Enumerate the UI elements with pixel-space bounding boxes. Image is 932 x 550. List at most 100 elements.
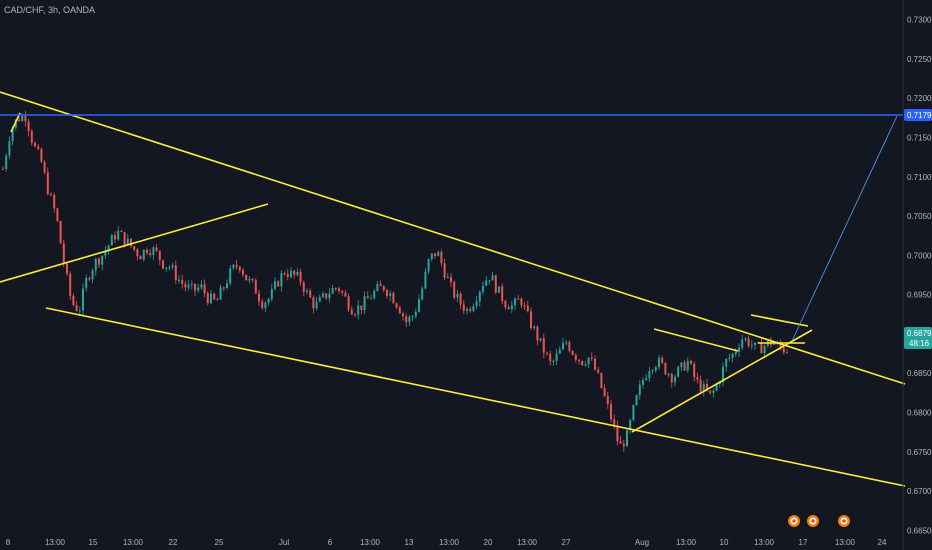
candle-body: [606, 395, 609, 404]
candle-body: [152, 247, 155, 256]
candle-body: [786, 352, 788, 354]
candle-body: [226, 283, 228, 289]
time-tick-label: 27: [562, 538, 571, 547]
candle-body: [78, 310, 81, 312]
candle-body: [478, 291, 481, 302]
time-tick-label: Jul: [279, 538, 289, 547]
candle-body: [306, 290, 308, 292]
candle-body: [747, 338, 750, 346]
candle-body: [613, 419, 616, 426]
candle-body: [702, 384, 705, 392]
candle-body: [405, 316, 408, 323]
candle-body: [219, 287, 222, 300]
time-tick-label: 13:00: [676, 538, 697, 547]
candle-body: [485, 280, 488, 286]
candle-body: [101, 255, 104, 265]
candle-body: [421, 288, 424, 300]
candle-body: [43, 161, 46, 173]
time-tick-label: 17: [799, 538, 808, 547]
candle-body: [661, 357, 664, 363]
candle-body: [85, 277, 88, 289]
candle-body: [712, 390, 715, 393]
candle-body: [507, 307, 510, 310]
time-tick-label: Aug: [635, 538, 649, 547]
august-falling-resistance-line: [653, 328, 739, 352]
candle-body: [24, 115, 27, 122]
candle-body: [610, 403, 612, 420]
candle-body: [56, 208, 59, 222]
candle-body: [587, 357, 590, 365]
candle-body: [366, 296, 369, 299]
candle-body: [568, 342, 571, 352]
candle-body: [741, 339, 744, 348]
candle-body: [616, 425, 619, 442]
time-tick-label: 24: [878, 538, 887, 547]
event-marker-3[interactable]: [838, 515, 850, 527]
candles-layer: [2, 110, 788, 452]
candle-body: [277, 281, 280, 287]
candle-body: [645, 378, 648, 381]
candle-body: [290, 270, 292, 277]
candle-body: [581, 360, 584, 366]
candle-body: [328, 293, 331, 299]
candle-body: [62, 243, 65, 264]
candle-body: [699, 379, 702, 392]
candle-body: [434, 253, 436, 257]
price-tick-label: 0.66500: [907, 526, 932, 535]
candle-body: [715, 384, 718, 391]
candle-body: [549, 353, 552, 362]
candle-body: [654, 367, 657, 371]
candle-body: [408, 316, 411, 323]
pennant-upper-line: [750, 314, 809, 327]
candle-body: [187, 284, 190, 288]
candle-body: [216, 299, 219, 301]
event-marker-1[interactable]: [788, 515, 800, 527]
candle-body: [510, 305, 513, 310]
bar-countdown-label: 48:16: [909, 339, 930, 348]
candle-body: [264, 302, 267, 309]
candle-body: [293, 270, 296, 275]
candle-body: [114, 235, 116, 240]
candle-body: [66, 263, 68, 274]
candle-body: [725, 358, 728, 367]
candle-body: [94, 258, 97, 271]
candle-body: [494, 275, 497, 293]
candle-body: [184, 283, 187, 288]
candle-body: [280, 273, 283, 287]
candle-body: [430, 253, 433, 260]
candle-body: [174, 265, 177, 281]
candle-body: [498, 286, 500, 293]
candle-body: [728, 357, 731, 359]
candle-body: [267, 299, 270, 303]
candle-body: [558, 349, 561, 354]
candle-body: [251, 278, 254, 281]
candle-body: [190, 283, 193, 285]
candle-body: [200, 284, 203, 288]
candle-body: [299, 271, 302, 283]
candle-body: [539, 338, 542, 341]
candle-body: [107, 245, 110, 251]
candle-body: [309, 290, 312, 298]
candle-body: [456, 293, 459, 298]
candle-body: [526, 305, 529, 312]
candle-body: [50, 194, 52, 196]
candle-body: [488, 280, 491, 282]
event-marker-2[interactable]: [807, 515, 819, 527]
candle-body: [578, 359, 580, 361]
candle-body: [18, 119, 20, 121]
candle-body: [82, 288, 84, 311]
candle-body: [331, 288, 334, 294]
candle-body: [11, 127, 14, 142]
candle-body: [27, 121, 30, 132]
candle-body: [427, 259, 430, 272]
candle-body: [533, 326, 536, 329]
candle-body: [296, 271, 299, 275]
